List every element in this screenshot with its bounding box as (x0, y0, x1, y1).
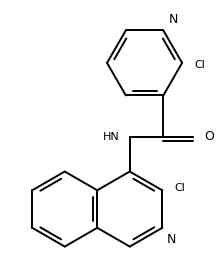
Text: HN: HN (103, 132, 120, 142)
Text: Cl: Cl (174, 183, 185, 193)
Text: Cl: Cl (194, 60, 205, 70)
Text: O: O (204, 130, 214, 143)
Text: N: N (167, 233, 176, 246)
Text: N: N (168, 13, 178, 27)
